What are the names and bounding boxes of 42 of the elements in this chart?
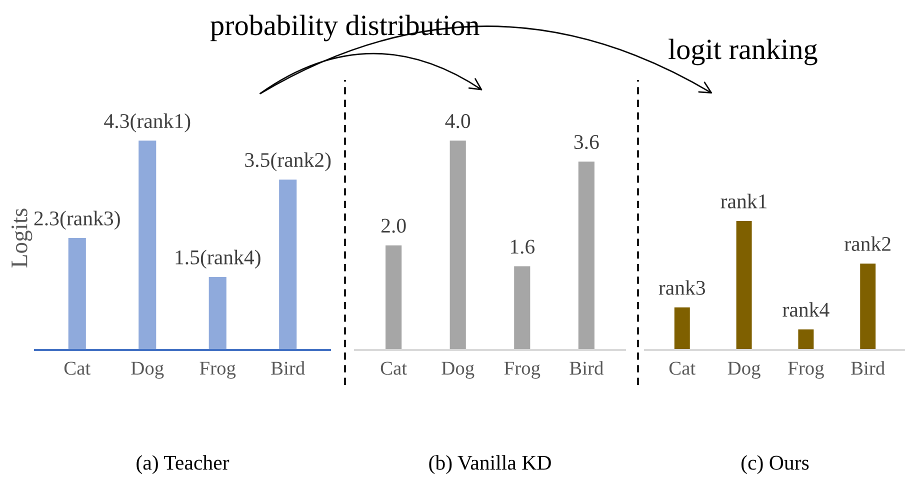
bar — [450, 140, 466, 350]
bar — [279, 180, 297, 350]
x-tick-label: Frog — [504, 362, 540, 379]
bar — [514, 266, 530, 350]
annotation: rank2 — [844, 236, 890, 252]
annotation: rank4 — [782, 302, 830, 317]
bar — [138, 140, 156, 350]
data-label: 2.3(rank3) — [34, 210, 120, 230]
x-axis-title: (a) Teacher — [136, 455, 230, 474]
annotation: rank3 — [658, 280, 706, 295]
x-tick-label: Cat — [380, 362, 407, 375]
text: logit ranking — [668, 38, 818, 66]
x-tick-label: Bird — [851, 361, 885, 375]
x-tick-label: Dog — [442, 362, 474, 379]
text: probability distribution — [210, 14, 480, 42]
bar — [860, 264, 876, 350]
x-tick-label: Cat — [64, 362, 91, 375]
x-tick-label: Frog — [788, 362, 824, 379]
bar — [68, 238, 86, 350]
bar — [578, 162, 594, 350]
bar — [736, 221, 752, 350]
x-axis-title: (b) Vanilla KD — [429, 455, 551, 474]
x-tick-label: Bird — [570, 361, 604, 375]
bar — [386, 245, 402, 350]
x-axis-title: (c) Ours — [741, 455, 809, 474]
y-axis-title: Logits — [11, 208, 32, 268]
data-label: 4.3(rank1) — [104, 113, 190, 132]
bar — [798, 329, 814, 350]
bar — [674, 307, 690, 350]
x-tick-label: Bird — [271, 361, 305, 375]
data-label: 1.6 — [510, 240, 535, 254]
x-tick-label: Frog — [200, 362, 236, 379]
data-label: 2.0 — [381, 218, 406, 233]
data-label: 1.5(rank4) — [176, 250, 260, 269]
data-label: 3.5(rank2) — [245, 152, 331, 172]
x-tick-label: Cat — [669, 362, 696, 375]
annotation: rank1 — [720, 194, 767, 208]
bar — [208, 276, 226, 350]
data-label: 4.0 — [445, 114, 470, 128]
x-tick-label: Dog — [728, 362, 760, 379]
x-tick-label: Dog — [131, 362, 164, 379]
data-label: 3.6 — [574, 135, 599, 150]
